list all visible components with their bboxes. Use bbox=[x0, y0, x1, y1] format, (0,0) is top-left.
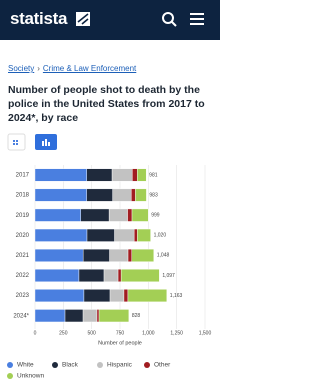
bar-segment bbox=[80, 208, 110, 222]
bar-segment bbox=[114, 228, 135, 242]
bar-segment bbox=[86, 188, 113, 202]
total-label: 999 bbox=[151, 213, 160, 219]
bar-segment bbox=[137, 228, 151, 242]
y-tick-label: 2017 bbox=[16, 173, 30, 179]
x-tick-label: 1,000 bbox=[142, 330, 155, 336]
chart: 0 250 500 750 1,000 1,250 1,500 Number of peopl… bbox=[7, 133, 212, 380]
legend-label: Black bbox=[62, 362, 79, 369]
y-tick-label: 2023 bbox=[16, 293, 30, 299]
y-tick-label: 2020 bbox=[16, 233, 30, 239]
legend-label: Other bbox=[154, 362, 171, 369]
bar-segment bbox=[34, 309, 66, 323]
bar-segment bbox=[117, 269, 122, 282]
total-label: 1,163 bbox=[170, 293, 183, 299]
y-tick-label: 2024* bbox=[13, 313, 29, 319]
logo-icon-mark bbox=[77, 13, 89, 25]
bar-segment bbox=[98, 309, 130, 323]
bar-segment bbox=[108, 208, 128, 222]
bar-segment bbox=[127, 289, 168, 303]
bar-segment bbox=[111, 168, 133, 182]
bar-segment bbox=[34, 289, 85, 303]
x-tick-label: 0 bbox=[34, 330, 37, 336]
bar-segment bbox=[137, 168, 147, 182]
x-tick-label: 1,500 bbox=[199, 330, 212, 336]
bar-segment bbox=[78, 269, 105, 282]
legend-marker bbox=[144, 362, 150, 368]
menu-icon[interactable] bbox=[190, 13, 204, 25]
bar-segment bbox=[34, 188, 87, 202]
bar-segment bbox=[64, 309, 84, 323]
legend-marker bbox=[97, 362, 103, 368]
bar-segment bbox=[34, 228, 88, 242]
total-label: 981 bbox=[149, 172, 158, 178]
x-tick-label: 250 bbox=[59, 330, 68, 336]
x-tick-label: 1,250 bbox=[170, 330, 183, 336]
search-icon[interactable] bbox=[162, 12, 174, 24]
bar-segment bbox=[82, 248, 110, 262]
x-tick-label: 750 bbox=[116, 330, 125, 336]
table-icon bbox=[13, 140, 18, 145]
breadcrumb-separator: › bbox=[37, 64, 40, 73]
bar-segment bbox=[109, 289, 125, 303]
bar-segment bbox=[131, 248, 154, 262]
bar-segment bbox=[34, 269, 80, 282]
bar-segment bbox=[86, 168, 113, 182]
total-label: 1,097 bbox=[162, 273, 175, 279]
header: statista bbox=[0, 0, 220, 40]
legend-marker bbox=[7, 362, 13, 368]
legend-label: White bbox=[17, 362, 34, 369]
legend-marker bbox=[52, 362, 58, 368]
y-tick-label: 2018 bbox=[16, 193, 30, 199]
bar-segment bbox=[82, 309, 98, 323]
total-label: 828 bbox=[132, 313, 141, 319]
bar-segment bbox=[127, 248, 132, 262]
bar-segment bbox=[120, 269, 160, 282]
bar-segment bbox=[123, 289, 129, 303]
bar-segment bbox=[86, 228, 115, 242]
header-icons bbox=[76, 12, 204, 27]
bar-segment bbox=[133, 228, 138, 242]
search-icon-handle bbox=[171, 21, 177, 27]
total-label: 983 bbox=[149, 192, 158, 198]
logo[interactable]: statista bbox=[10, 9, 68, 28]
bar-segment bbox=[135, 188, 147, 202]
bar-segment bbox=[34, 208, 81, 222]
chart-title: Number of people shot to death by the po… bbox=[8, 84, 205, 124]
total-label: 1,048 bbox=[157, 253, 170, 259]
page: statista Society › Crime & Law Enforcement… bbox=[0, 0, 220, 380]
breadcrumb-link[interactable]: Society bbox=[8, 64, 35, 73]
legend-marker bbox=[7, 373, 13, 379]
legend-label: Unknown bbox=[17, 373, 44, 380]
chart-icon bbox=[42, 139, 50, 146]
bar-segment bbox=[103, 269, 119, 282]
bar-segment bbox=[34, 168, 87, 182]
breadcrumb-link[interactable]: Crime & Law Enforcement bbox=[42, 64, 137, 73]
bar-segment bbox=[34, 248, 84, 262]
bar-segment bbox=[109, 248, 129, 262]
bar-segment bbox=[131, 208, 149, 222]
legend-label: Hispanic bbox=[107, 362, 133, 369]
bar-segment bbox=[131, 188, 136, 202]
bar-segment bbox=[132, 168, 138, 182]
x-axis-label: Number of people bbox=[98, 340, 142, 346]
bar-segment bbox=[96, 309, 100, 323]
x-tick-label: 500 bbox=[87, 330, 96, 336]
breadcrumb: Society › Crime & Law Enforcement bbox=[8, 64, 136, 73]
total-label: 1,020 bbox=[154, 233, 167, 239]
y-tick-label: 2019 bbox=[16, 213, 30, 219]
bar-segment bbox=[83, 289, 111, 303]
y-tick-label: 2021 bbox=[16, 253, 30, 259]
bar-segment bbox=[127, 208, 133, 222]
bar-segment bbox=[112, 188, 132, 202]
y-tick-label: 2022 bbox=[16, 273, 30, 279]
